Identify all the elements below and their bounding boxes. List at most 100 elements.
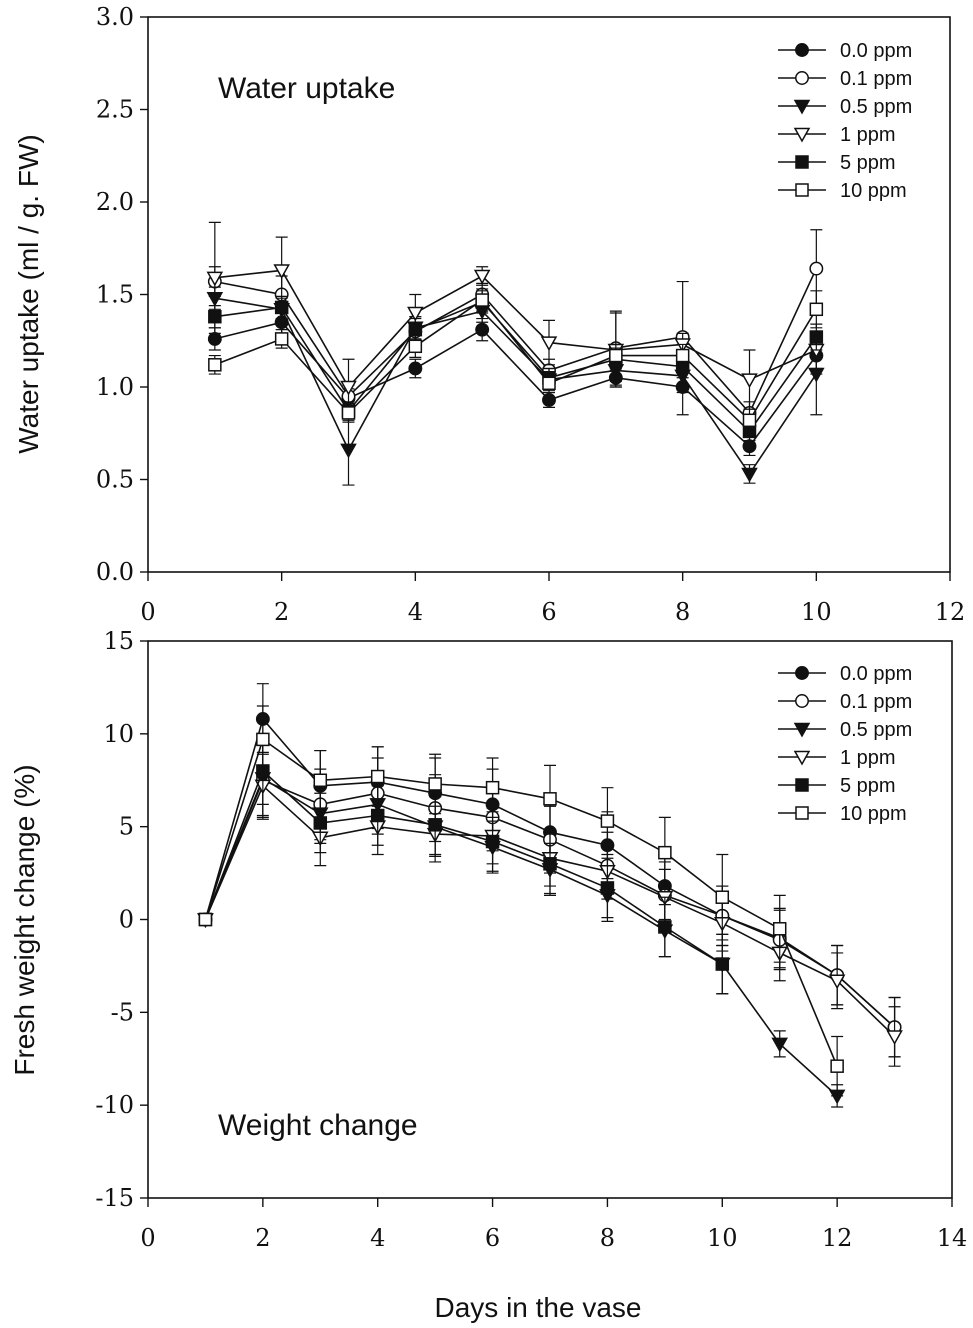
series-0-1-ppmppm [207,229,824,425]
panel-title: Weight change [218,1109,418,1142]
y-tick-label: 1.5 [96,281,134,309]
panel-title: Water uptake [218,72,395,105]
y-tick-label: 3.0 [96,3,134,31]
x-tick-label: 12 [822,1224,853,1252]
x-tick-label: 6 [541,598,556,626]
legend-label: 0.1 ppm [840,691,912,713]
y-tick-label: 2.0 [96,188,134,216]
data-point [828,974,846,990]
x-tick-label: 10 [801,598,832,626]
data-point [370,769,385,784]
legend-marker [793,750,811,766]
data-point [485,834,500,849]
legend-label: 10 ppm [840,803,907,825]
legend-label: 0.1 ppm [840,68,912,90]
x-tick-label: 0 [140,1224,155,1252]
data-point [485,780,500,795]
data-point [742,413,757,428]
data-point [772,922,787,936]
data-point [428,818,442,832]
y-tick-label: 1.0 [96,373,134,401]
y-axis-label: Water uptake (ml / g. FW) [13,134,44,453]
x-tick-label: 0 [140,598,155,626]
data-point [370,808,385,823]
data-point [809,330,824,344]
legend-marker [795,666,809,680]
legend-marker [795,778,809,792]
legend-marker [795,43,809,57]
legend-label: 1 ppm [840,747,896,769]
legend-entry: 10 ppm [778,180,907,202]
legend-entry: 1 ppm [778,747,896,769]
legend-marker [793,99,811,115]
data-point [475,293,489,307]
data-point [340,443,357,459]
series-10-ppmppm [208,288,824,432]
y-tick-label: -5 [111,998,134,1026]
data-point [609,348,623,363]
data-point [313,816,328,830]
data-point [274,332,289,346]
x-tick-label: 12 [935,598,966,626]
x-tick-label: 2 [255,1224,270,1252]
data-point [543,857,557,871]
legend-entry: 10 ppm [778,803,907,825]
y-tick-label: 0.0 [96,558,134,586]
data-point [658,920,672,934]
legend-marker [795,183,809,197]
data-point [543,792,557,806]
legend-entry: 0.0 ppm [778,663,912,685]
legend-marker [795,694,809,708]
data-point [715,957,730,971]
data-point [675,348,690,363]
data-point [808,367,825,383]
data-point [341,406,356,420]
data-point [408,361,423,376]
legend-entry: 0.5 ppm [778,96,912,118]
series-5-ppmppm [198,736,730,995]
data-point [408,339,423,354]
y-tick-label: 5 [119,813,134,841]
data-point [600,814,615,828]
series-0-5-ppmppm [197,740,846,1108]
x-tick-label: 10 [707,1224,738,1252]
legend-entry: 0.1 ppm [778,68,912,90]
data-point [208,358,222,372]
x-tick-label: 4 [408,598,423,626]
legend-entry: 0.0 ppm [778,40,912,62]
data-point [715,890,730,904]
legend-marker [795,155,809,169]
legend-label: 0.0 ppm [840,40,912,62]
series-line [204,777,838,1097]
data-point [206,271,224,287]
series-line [214,269,817,389]
x-tick-label: 14 [937,1224,968,1252]
legend-label: 10 ppm [840,180,907,202]
data-point [273,264,290,279]
series-line [214,300,817,433]
y-axis-label: Fresh weight change (%) [9,764,40,1075]
data-point [207,331,222,346]
series-10-ppmppm [198,705,844,1097]
y-tick-label: 2.5 [96,96,134,124]
data-point [771,1037,788,1053]
legend-label: 1 ppm [840,124,896,146]
data-point [540,336,558,352]
legend-entry: 0.5 ppm [778,719,912,741]
data-point [340,380,357,396]
y-tick-label: 0 [119,906,134,934]
x-tick-label: 6 [485,1224,500,1252]
data-point [886,1030,903,1046]
legend-marker [795,71,809,85]
legend-label: 5 ppm [840,152,896,174]
legend-entry: 5 ppm [778,775,896,797]
series-line [214,297,817,476]
data-point [809,261,824,276]
series-0-5-ppmppm [206,286,825,486]
data-point [542,376,556,391]
data-point [428,777,442,791]
data-point [830,1059,844,1073]
legend-entry: 1 ppm [778,124,896,146]
legend-entry: 0.1 ppm [778,691,912,713]
y-tick-label: 15 [103,627,134,655]
